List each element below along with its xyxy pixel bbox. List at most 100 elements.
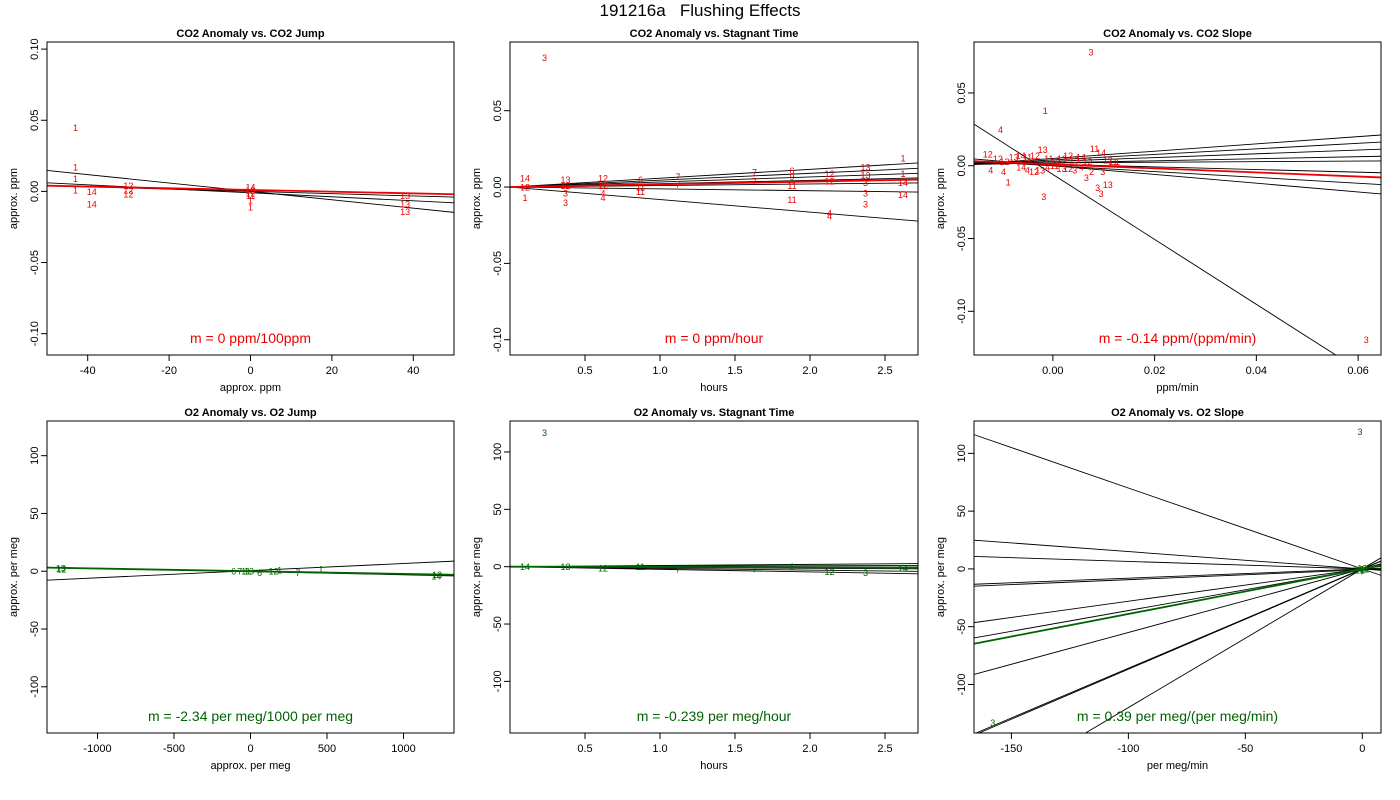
fit-line: [973, 160, 1382, 164]
y-tick-label: -50: [956, 619, 968, 635]
y-tick-label: -0.05: [492, 251, 504, 276]
data-point-label: 2: [1089, 167, 1094, 177]
data-point-label: 3: [1099, 189, 1104, 199]
data-point-label: 12: [824, 169, 834, 179]
data-point-label: 13: [560, 562, 570, 572]
data-point-label: 13: [245, 185, 255, 195]
data-point-label: 12: [598, 181, 608, 191]
x-tick-label: -40: [80, 365, 96, 377]
data-point-label: 12: [1029, 167, 1039, 177]
plot-frame: [973, 41, 1382, 356]
fit-line: [46, 566, 455, 576]
data-point-label: 14: [245, 183, 255, 193]
x-tick-label: -1000: [83, 743, 111, 755]
data-point-label: 12: [1355, 566, 1365, 576]
x-tick-label: 1.5: [727, 365, 742, 377]
fit-line: [509, 162, 919, 188]
data-point-label: 4: [998, 125, 1003, 135]
data-point-label: 12: [983, 150, 993, 160]
data-point-label: 1: [248, 203, 253, 213]
data-point-label: 14: [87, 187, 97, 197]
data-point-label: 3: [1084, 173, 1089, 183]
data-point-label: 3: [542, 53, 547, 63]
data-point-label: 12: [993, 154, 1003, 164]
fit-line: [1085, 557, 1382, 734]
data-point-label: 13: [400, 200, 410, 210]
x-tick-label: -100: [1117, 743, 1139, 755]
data-point-label: 14: [1016, 151, 1026, 161]
data-point-label: 7: [675, 179, 680, 189]
data-point-label: 12: [57, 564, 67, 574]
figure-title: 191216a Flushing Effects: [599, 1, 801, 20]
data-point-label: 4: [1079, 163, 1084, 173]
data-point-label: 3: [863, 189, 868, 199]
data-point-label: 7: [752, 167, 757, 177]
data-point-label: 3: [1100, 167, 1105, 177]
data-point-label: 13: [860, 163, 870, 173]
fit-line: [509, 565, 919, 569]
data-point-label: 14: [1096, 148, 1106, 158]
slope-annotation: m = -0.239 per meg/hour: [637, 708, 792, 724]
data-point-label: 7: [675, 172, 680, 182]
y-tick-label: 50: [956, 505, 968, 517]
data-point-label: 4: [1045, 163, 1050, 173]
x-tick-label: 0.5: [577, 743, 592, 755]
y-tick-label: 0: [956, 566, 968, 572]
data-point-label: 11: [1108, 157, 1117, 167]
y-tick-label: 0.05: [29, 110, 41, 131]
fit-line: [978, 560, 1382, 734]
data-point-label: 12: [1030, 151, 1040, 161]
y-tick-label: -50: [29, 621, 41, 637]
y-tick-label: 100: [29, 446, 41, 464]
plot-frame: [509, 420, 919, 734]
x-tick-label: 0: [247, 365, 253, 377]
y-tick-label: 0.00: [29, 181, 41, 202]
data-point-label: 13: [860, 170, 870, 180]
panel-title: CO2 Anomaly vs. CO2 Jump: [176, 28, 324, 40]
plot-frame: [509, 41, 919, 356]
data-point-label: 13: [400, 191, 410, 201]
fit-line: [509, 172, 919, 188]
data-point-label: 6: [789, 562, 794, 572]
x-tick-label: 0.5: [577, 365, 592, 377]
data-point-label: 3: [563, 198, 568, 208]
x-axis-label: approx. ppm: [220, 382, 281, 394]
data-point-label: 1: [277, 566, 282, 576]
data-point-label: 14: [898, 190, 908, 200]
fit-line: [973, 158, 1382, 195]
x-tick-label: 0.00: [1042, 365, 1063, 377]
data-point-label: 6: [638, 175, 643, 185]
y-tick-label: -0.10: [29, 321, 41, 346]
x-tick-label: 0.04: [1246, 365, 1267, 377]
fit-line: [973, 564, 1382, 645]
data-point-label: 3: [1364, 335, 1369, 345]
data-point-label: 12: [123, 181, 133, 191]
data-point-label: 11: [636, 183, 645, 193]
slope-annotation: m = 0 ppm/hour: [665, 330, 764, 346]
fit-line: [973, 160, 1382, 179]
data-point-label: 3: [863, 568, 868, 578]
data-point-label: 7: [237, 567, 242, 577]
x-axis-label: hours: [700, 382, 728, 394]
x-tick-label: 40: [407, 365, 419, 377]
data-point-label: 13: [1038, 145, 1048, 155]
data-point-label: 6: [231, 567, 236, 577]
fit-line: [509, 186, 919, 193]
y-tick-label: 0.05: [492, 100, 504, 121]
slope-annotation: m = -0.14 ppm/(ppm/min): [1099, 330, 1257, 346]
data-point-label: 13: [1057, 154, 1067, 164]
x-tick-label: 500: [318, 743, 336, 755]
data-point-label: 3: [563, 189, 568, 199]
data-point-label: 14: [898, 178, 908, 188]
x-axis-label: approx. per meg: [210, 760, 290, 772]
y-tick-label: 0.05: [956, 82, 968, 103]
data-point-label: 13: [56, 563, 66, 573]
x-tick-label: -500: [163, 743, 185, 755]
x-axis-label: hours: [700, 760, 728, 772]
data-point-label: 4: [600, 189, 605, 199]
y-tick-label: 0.00: [956, 155, 968, 176]
panel-title: O2 Anomaly vs. O2 Slope: [1111, 407, 1244, 419]
data-point-label: 4: [1001, 167, 1006, 177]
x-tick-label: -20: [161, 365, 177, 377]
